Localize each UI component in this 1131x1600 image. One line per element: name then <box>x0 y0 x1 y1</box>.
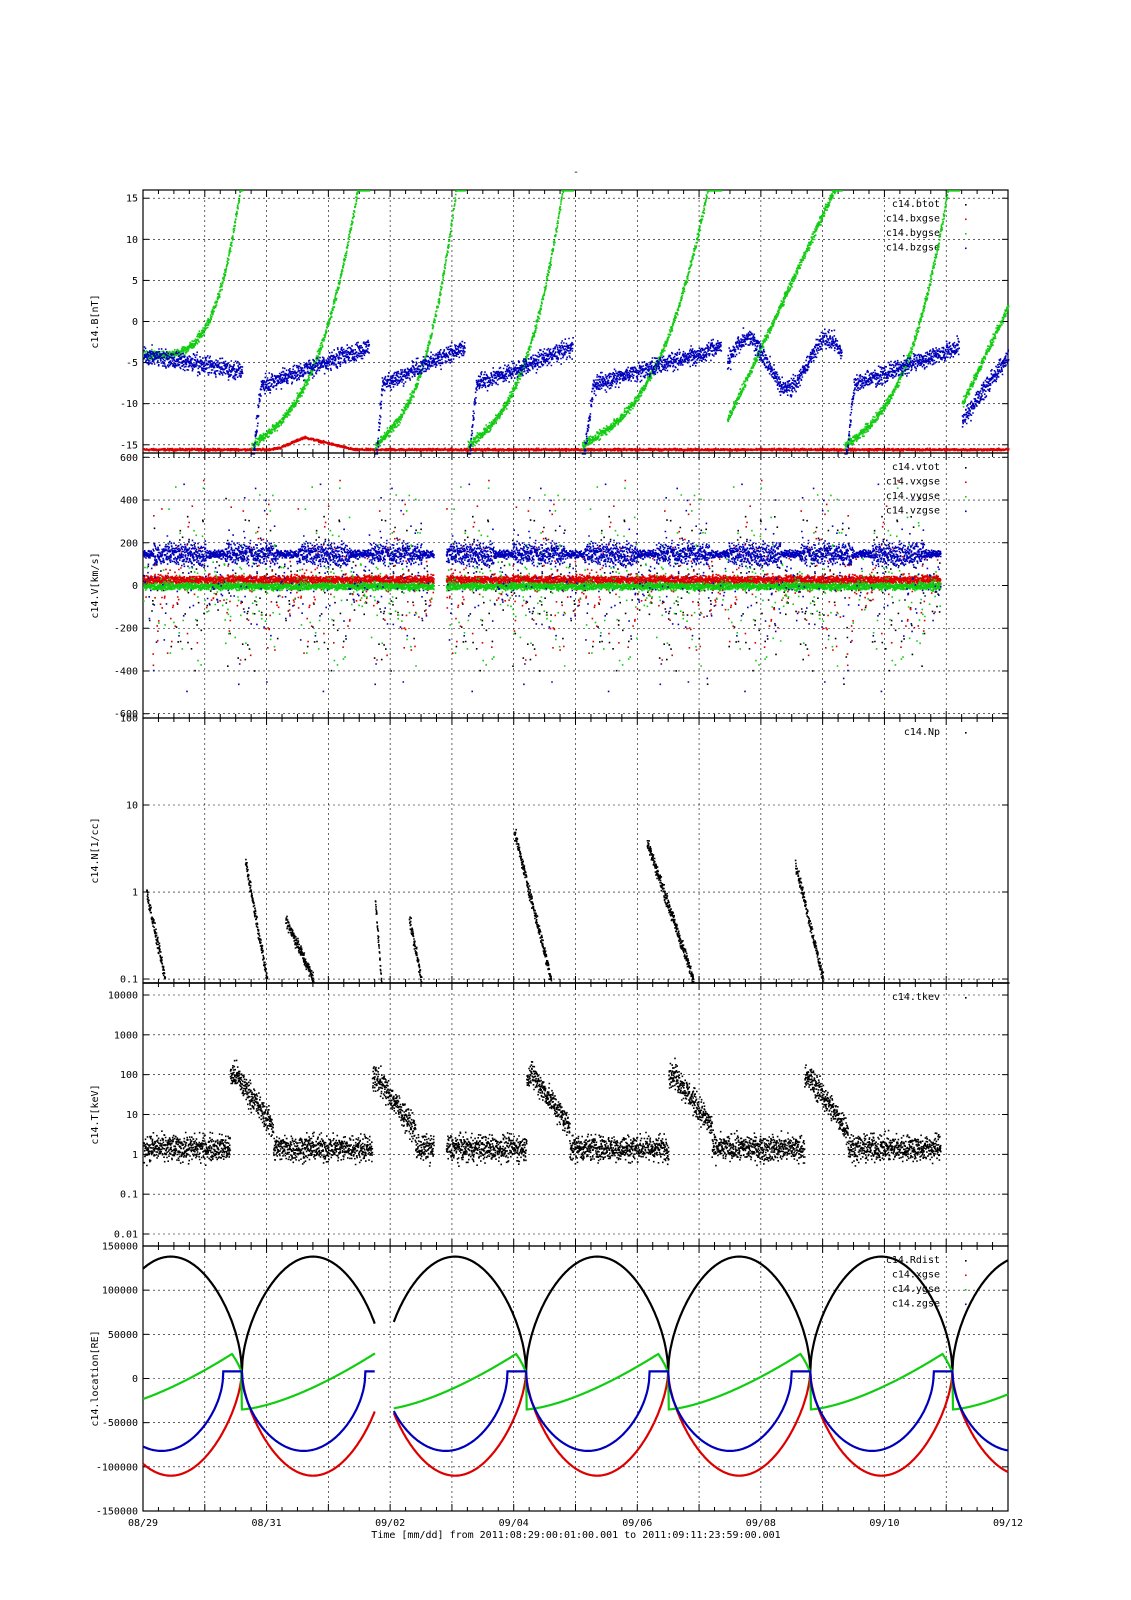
series-zgse <box>142 1370 1009 1452</box>
y-tick-label: -5 <box>126 358 138 369</box>
y-tick-label: 1000 <box>114 1030 138 1041</box>
y-tick-label: -400 <box>114 666 138 677</box>
legend-marker <box>965 233 967 235</box>
y-tick-label: 100 <box>120 714 138 725</box>
series-tkev <box>143 1057 942 1167</box>
x-axis-label: Time [mm/dd] from 2011:08:29:00:01:00.00… <box>371 1530 780 1541</box>
x-tick-label: 08/31 <box>252 1518 282 1529</box>
legend-entry: c14.bzgse <box>886 243 940 254</box>
legend-marker <box>965 467 967 469</box>
legend-marker <box>965 732 967 734</box>
legend-marker <box>965 247 967 250</box>
y-tick-label: -600 <box>114 709 138 720</box>
series-rdist <box>142 1255 1009 1372</box>
legend-marker <box>965 496 967 498</box>
y-tick-label: 100000 <box>102 1286 138 1297</box>
y-tick-label: 0 <box>132 317 138 328</box>
legend-entry: c14.vzgse <box>886 506 940 517</box>
legend-entry: c14.bxgse <box>886 214 940 225</box>
series-ygse <box>142 1352 1009 1411</box>
y-tick-label: -200 <box>114 624 138 635</box>
x-tick-label: 09/12 <box>993 1518 1023 1529</box>
series-xgse <box>142 1371 1009 1477</box>
panel-velocity: 600 400 200 0 -200 -400 -600 c14.V[km/s] c14.vto… <box>90 452 1009 720</box>
legend-marker <box>965 218 967 221</box>
x-tick-label: 09/08 <box>746 1518 776 1529</box>
y-tick-label: 10 <box>126 235 138 246</box>
y-tick-label: 0 <box>132 1374 138 1385</box>
y-tick-label: 100 <box>120 1070 138 1081</box>
legend-entry: c14.Rdist <box>886 1255 940 1266</box>
panel-density: 100 10 1 0.1 c14.N[1/cc] c14.Np <box>90 714 1010 986</box>
y-tick-label: 0.1 <box>120 1190 138 1201</box>
legend-marker <box>965 1260 967 1262</box>
panel-temperature: 10000 1000 100 10 1 0.1 0.01 c14.T[keV] c14.tkev <box>90 982 1009 1247</box>
legend-entry: c14.btot <box>892 199 940 210</box>
y-tick-label: 150000 <box>102 1242 138 1253</box>
y-tick-label: 0 <box>132 581 138 592</box>
legend-marker <box>965 510 967 513</box>
legend-marker <box>965 204 967 206</box>
y-tick-label: 400 <box>120 496 138 507</box>
y-axis-label: c14.location[RE] <box>90 1330 101 1426</box>
legend-marker <box>965 997 967 999</box>
y-axis-label: c14.V[km/s] <box>90 552 101 618</box>
y-tick-label: 10 <box>126 801 138 812</box>
legend-marker <box>965 1274 967 1277</box>
y-tick-label: 0.01 <box>114 1230 138 1241</box>
panel-location: 150000 100000 50000 0 -50000 -100000 -150000 c1… <box>90 1242 1009 1518</box>
legend-entry: c14.bygse <box>886 228 940 239</box>
y-tick-label: -50000 <box>102 1418 138 1429</box>
y-axis-label: c14.B[nT] <box>90 294 101 348</box>
y-tick-label: 1 <box>132 888 138 899</box>
y-tick-label: -100000 <box>96 1462 138 1473</box>
legend-entry: c14.tkev <box>892 992 940 1003</box>
y-tick-label: 5 <box>132 276 138 287</box>
legend-entry: c14.zgse <box>892 1299 940 1310</box>
series-bxgse <box>143 435 1010 452</box>
legend-entry: c14.ygse <box>892 1284 940 1295</box>
legend-entry: c14.Np <box>904 727 940 738</box>
figure-title-mark: - <box>573 167 579 178</box>
y-tick-label: 0.1 <box>120 975 138 986</box>
plot-frame <box>142 1245 1009 1512</box>
y-tick-label: -10 <box>120 399 138 410</box>
series-velocity-black <box>143 497 941 685</box>
series-np <box>143 828 1010 984</box>
y-tick-label: 600 <box>120 453 138 464</box>
legend-marker <box>965 1289 967 1291</box>
series-bzgse <box>143 327 1010 455</box>
x-tick-label: 09/10 <box>869 1518 899 1529</box>
y-tick-label: 200 <box>120 538 138 549</box>
legend-entry: c14.vxgse <box>886 477 940 488</box>
x-tick-label: 08/29 <box>128 1518 158 1529</box>
x-tick-label: 09/02 <box>375 1518 405 1529</box>
x-tick-label: 09/04 <box>499 1518 529 1529</box>
panel-magnetic-field: 15 10 5 0 -5 -10 -15 c14.B[nT] c14.btot c14.bxgse… <box>90 189 1010 455</box>
y-tick-label: -15 <box>120 440 138 451</box>
y-tick-label: 10000 <box>108 990 138 1001</box>
y-axis-label: c14.N[1/cc] <box>90 817 101 883</box>
series-bygse <box>143 190 1010 451</box>
x-tick-label: 09/06 <box>622 1518 652 1529</box>
y-tick-label: 50000 <box>108 1330 138 1341</box>
y-tick-label: 1 <box>132 1150 138 1161</box>
legend-marker <box>965 1303 967 1306</box>
y-axis-label: c14.T[keV] <box>90 1084 101 1144</box>
legend-entry: c14.vtot <box>892 462 940 473</box>
y-tick-label: 15 <box>126 194 138 205</box>
legend-marker <box>965 481 967 484</box>
y-tick-label: -150000 <box>96 1507 138 1518</box>
x-tick-labels: 08/29 08/31 09/02 09/04 09/06 09/08 09/10 09/12 <box>128 1518 1023 1529</box>
legend-entry: c14.vygse <box>886 491 940 502</box>
y-tick-label: 10 <box>126 1110 138 1121</box>
